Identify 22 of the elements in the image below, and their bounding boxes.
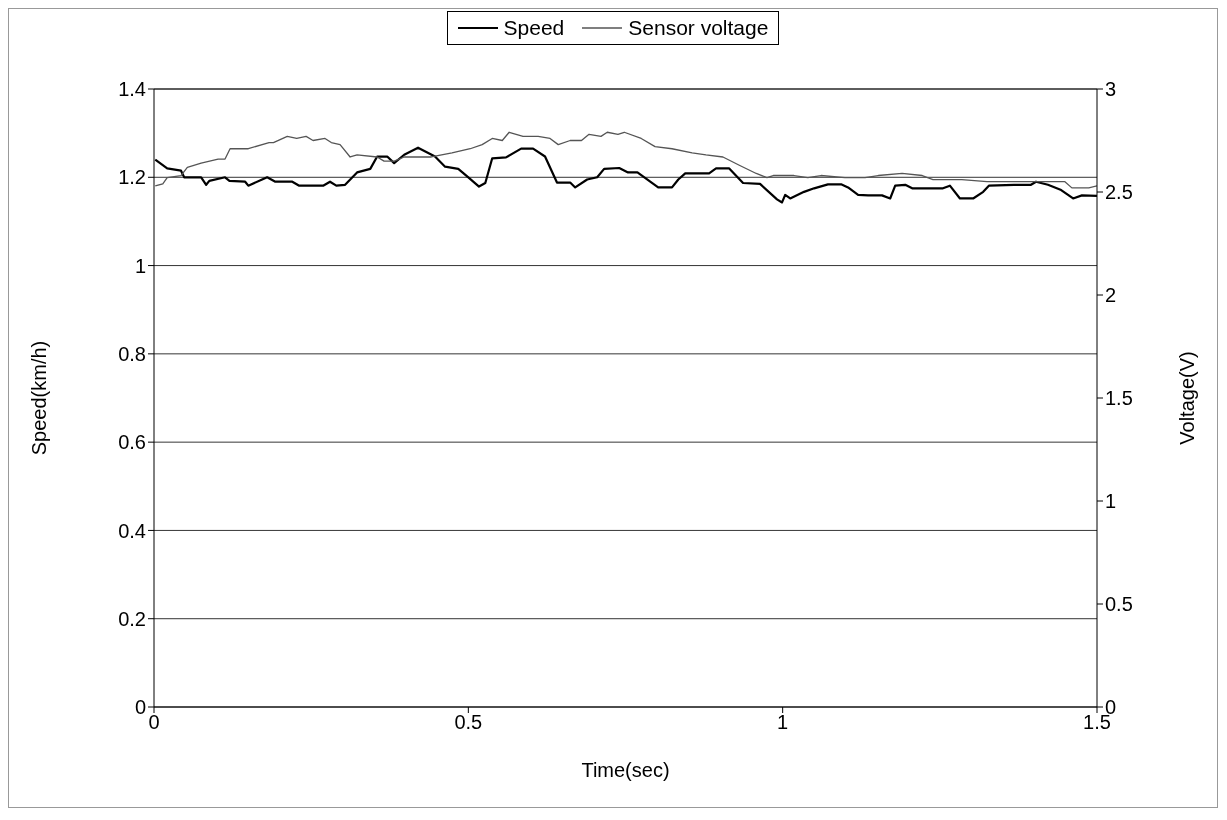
y-tick-label: 1.2 — [118, 166, 146, 189]
y2-tick-label: 2 — [1105, 284, 1117, 307]
x-tick-label: 0.5 — [454, 711, 483, 734]
y-tick-label: 0.4 — [118, 519, 146, 542]
legend-label: Sensor voltage — [628, 16, 769, 40]
x-tick-label: 1 — [777, 711, 789, 734]
y-tick-label: 0.6 — [118, 431, 146, 454]
y-tick-label: 1 — [134, 254, 146, 277]
y-tick-label: 0 — [134, 696, 146, 719]
y-tick-label: 1.4 — [118, 78, 146, 101]
y2-tick-label: 2.5 — [1105, 181, 1133, 204]
y2-tick-label: 0.5 — [1105, 593, 1133, 616]
y-tick-label: 0.8 — [118, 342, 146, 365]
legend-label: Speed — [503, 16, 565, 40]
y2-tick-label: 1 — [1105, 490, 1117, 513]
y-tick-label: 0.2 — [118, 607, 146, 630]
y2-axis-title: Voltage(V) — [1176, 351, 1199, 445]
x-axis-title: Time(sec) — [581, 759, 670, 781]
y-axis-title: Speed(km/h) — [28, 340, 51, 456]
x-tick-label: 0 — [148, 711, 160, 734]
y2-tick-label: 3 — [1105, 78, 1117, 101]
y2-tick-label: 1.5 — [1105, 387, 1133, 410]
